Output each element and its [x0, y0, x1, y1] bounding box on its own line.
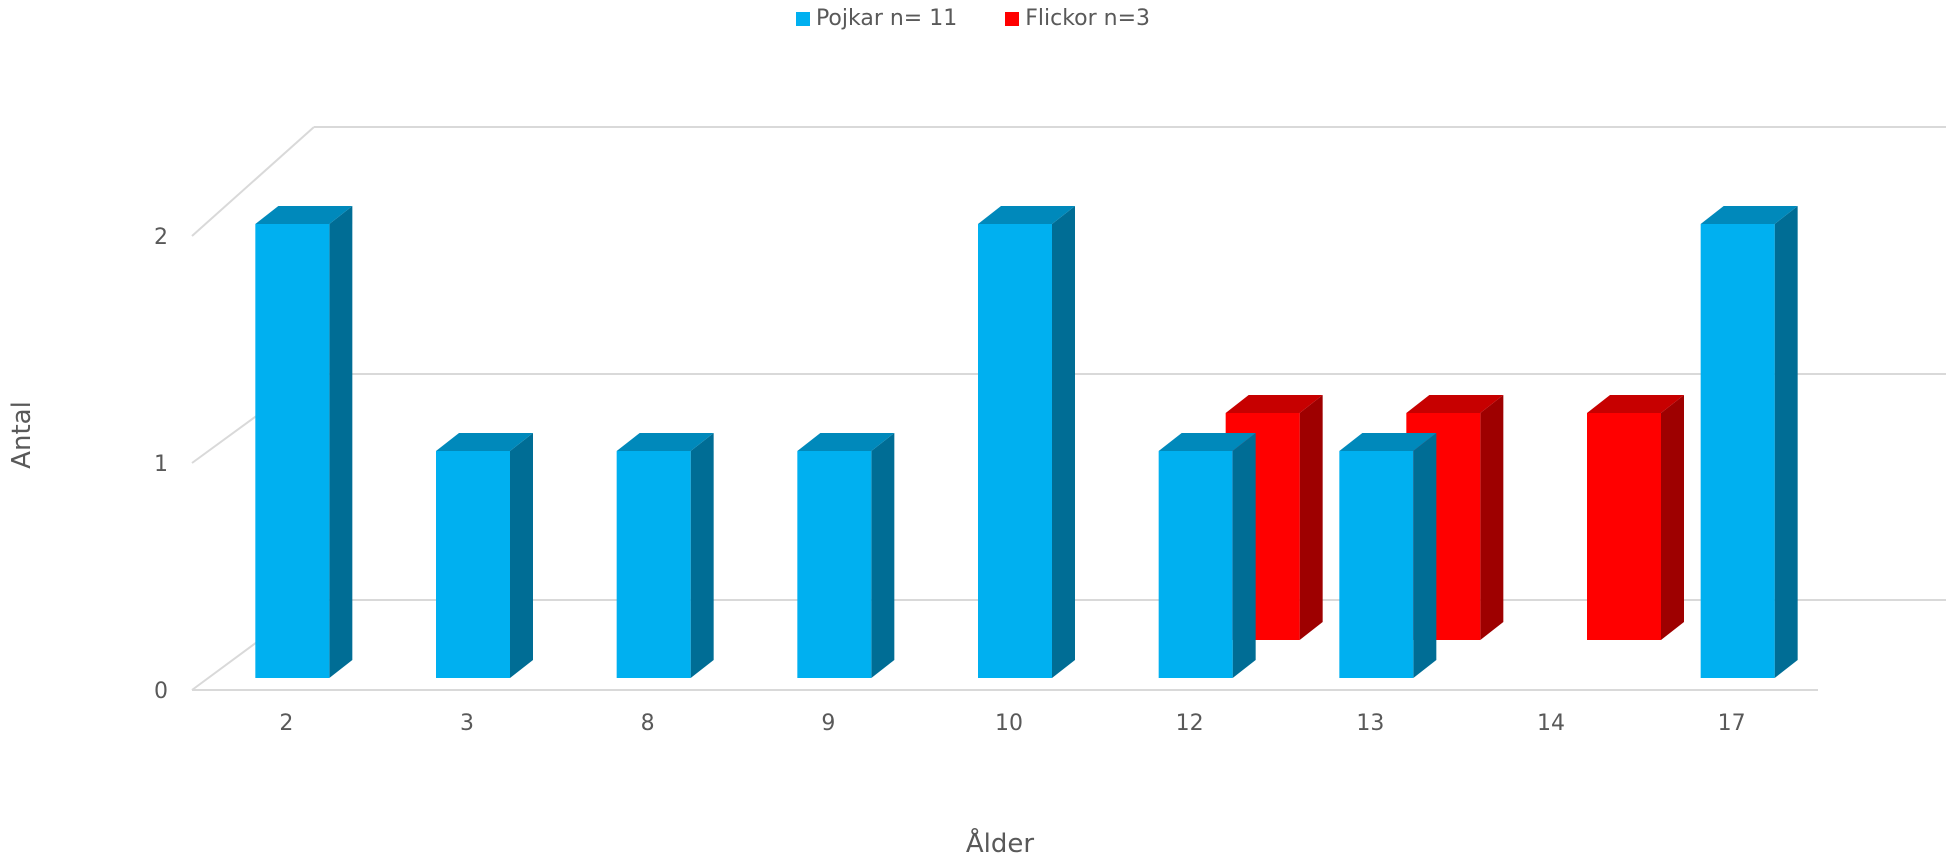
- bar-pojkar-13: [1339, 451, 1414, 678]
- bar-flickor-14-side: [1661, 395, 1684, 640]
- y-tick-label-0: 0: [154, 679, 168, 704]
- x-tick-label-12: 12: [1176, 711, 1204, 736]
- y-tick-label-1: 1: [154, 452, 168, 477]
- x-tick-label-10: 10: [995, 711, 1023, 736]
- legend-item-pojkar: Pojkar n= 11: [795, 6, 958, 31]
- bar-pojkar-17-side: [1774, 206, 1798, 678]
- bar-pojkar-3: [436, 451, 510, 678]
- bar-pojkar-8: [616, 451, 691, 678]
- bar-pojkar-12-side: [1232, 433, 1256, 678]
- bar-pojkar-8-top: [616, 433, 714, 451]
- bar-pojkar-17-top: [1700, 206, 1798, 224]
- x-tick-label-17: 17: [1718, 711, 1746, 736]
- legend-item-flickor: Flickor n=3: [1005, 6, 1150, 31]
- bar-pojkar-10-side: [1052, 206, 1075, 678]
- bar-pojkar-9-top: [797, 433, 895, 451]
- legend-label-flickor: Flickor n=3: [1025, 6, 1151, 31]
- bar-flickor-14-top: [1587, 395, 1684, 413]
- bar-pojkar-3-side: [510, 433, 533, 678]
- bar-flickor-13-top: [1406, 395, 1504, 413]
- x-tick-label-2: 2: [279, 711, 293, 736]
- bar-pojkar-3-top: [436, 433, 533, 451]
- bar-pojkar-13-side: [1413, 433, 1437, 678]
- bar-flickor-12-side: [1299, 395, 1323, 640]
- bar-pojkar-9-side: [871, 433, 895, 678]
- legend-swatch-flickor: [1005, 11, 1020, 26]
- bar-pojkar-8-side: [690, 433, 714, 678]
- bar-pojkar-10: [978, 224, 1052, 678]
- bar-pojkar-12-top: [1158, 433, 1256, 451]
- bar-pojkar-9: [797, 451, 872, 678]
- x-tick-label-8: 8: [641, 711, 655, 736]
- bar-pojkar-2-side: [329, 206, 353, 678]
- bar-pojkar-13-top: [1339, 433, 1437, 451]
- legend: Pojkar n= 11 Flickor n=3: [0, 6, 1946, 31]
- bar-pojkar-2-top: [255, 206, 353, 224]
- gridline-side-2: [191, 126, 315, 237]
- bar-flickor-13-side: [1480, 395, 1504, 640]
- x-tick-label-9: 9: [821, 711, 835, 736]
- bar-pojkar-10-top: [978, 206, 1075, 224]
- bar-flickor-12-top: [1225, 395, 1323, 413]
- bar-pojkar-12: [1158, 451, 1233, 678]
- bar-pojkar-2: [255, 224, 330, 678]
- x-tick-label-3: 3: [460, 711, 474, 736]
- y-tick-label-2: 2: [154, 225, 168, 250]
- legend-swatch-pojkar: [795, 11, 810, 26]
- series-flickor: [1225, 395, 1684, 640]
- x-axis-title: Ålder: [966, 827, 1035, 859]
- x-tick-label-14: 14: [1537, 711, 1565, 736]
- series-pojkar: [255, 206, 1798, 678]
- legend-label-pojkar: Pojkar n= 11: [815, 6, 958, 31]
- bar-flickor-14: [1587, 413, 1661, 640]
- x-tick-label-13: 13: [1356, 711, 1384, 736]
- y-axis-title: Antal: [7, 401, 37, 469]
- bar-pojkar-17: [1700, 224, 1775, 678]
